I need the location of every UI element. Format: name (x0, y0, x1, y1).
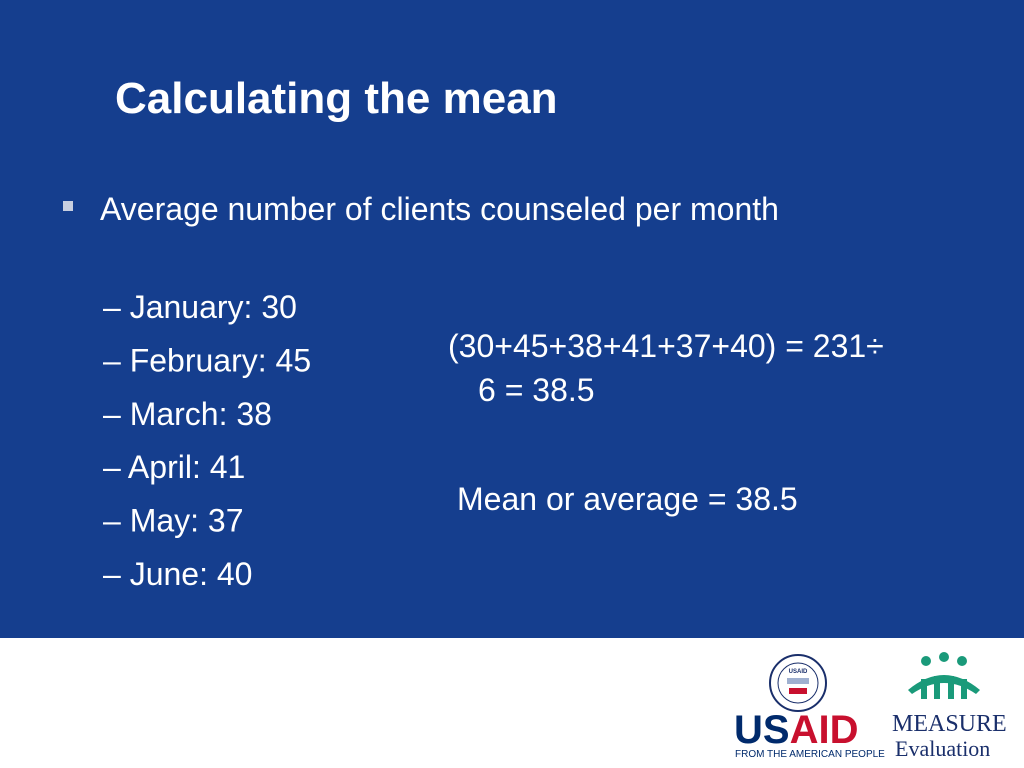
usaid-wordmark: USAID (734, 708, 858, 752)
usaid-aid: AID (790, 708, 859, 752)
measure-name: MEASURE (892, 711, 1007, 737)
seal-label: USAID (789, 669, 808, 675)
measure-sub: Evaluation (895, 736, 990, 761)
formula-line: (30+45+38+41+37+40) = 231÷ (448, 328, 884, 364)
usaid-us: US (734, 708, 790, 752)
seal-ring (777, 662, 819, 704)
measure-logo: MEASURE Evaluation (892, 652, 1007, 761)
slide-title: Calculating the mean (115, 74, 558, 123)
formula-line: 6 = 38.5 (478, 372, 595, 408)
month-item: – March: 38 (103, 396, 272, 432)
result-text: Mean or average = 38.5 (457, 481, 798, 517)
seal-stripes (789, 688, 807, 694)
month-item: – January: 30 (103, 289, 297, 325)
month-item: – May: 37 (103, 503, 244, 539)
month-item: – February: 45 (103, 342, 311, 378)
month-item: – June: 40 (103, 556, 252, 592)
bullet-text: Average number of clients counseled per … (100, 191, 779, 227)
slide-background (0, 0, 1024, 638)
seal-hands (787, 678, 809, 684)
footer-band (0, 638, 1024, 768)
month-item: – April: 41 (103, 449, 245, 485)
usaid-tagline: FROM THE AMERICAN PEOPLE (735, 749, 885, 760)
usaid-logo: USAID USAID FROM THE AMERICAN PEOPLE (734, 654, 885, 760)
bullet-marker (63, 201, 73, 211)
month-list: – January: 30 – February: 45 – March: 38 – … (103, 289, 311, 592)
measure-figures (908, 652, 980, 699)
